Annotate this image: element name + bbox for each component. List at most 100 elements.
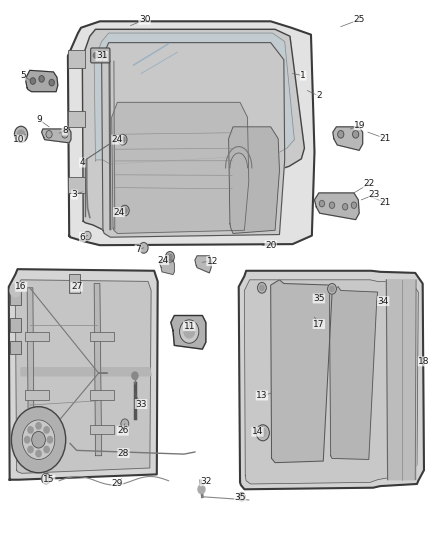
Circle shape [168, 254, 172, 260]
Circle shape [49, 79, 54, 86]
Bar [90, 390, 114, 400]
Polygon shape [229, 127, 279, 233]
Circle shape [18, 130, 25, 139]
Bar [90, 425, 114, 434]
Text: 15: 15 [43, 475, 55, 484]
FancyBboxPatch shape [91, 48, 110, 63]
Polygon shape [21, 368, 151, 376]
Bar [68, 50, 85, 68]
Circle shape [132, 372, 138, 379]
Circle shape [329, 202, 335, 208]
Polygon shape [68, 21, 314, 245]
Circle shape [330, 286, 334, 292]
Circle shape [36, 450, 41, 457]
Text: 2: 2 [316, 92, 321, 100]
Circle shape [351, 202, 357, 208]
Circle shape [139, 243, 148, 253]
Circle shape [120, 137, 125, 142]
Circle shape [28, 446, 33, 453]
Polygon shape [94, 284, 102, 456]
Text: 35: 35 [234, 493, 246, 502]
Circle shape [22, 420, 55, 459]
Polygon shape [27, 288, 34, 463]
Text: 29: 29 [112, 480, 123, 488]
Polygon shape [171, 316, 206, 349]
Text: 18: 18 [418, 357, 430, 366]
Circle shape [118, 134, 127, 145]
Text: 32: 32 [200, 477, 212, 486]
Polygon shape [15, 280, 151, 473]
Polygon shape [112, 102, 249, 233]
Bar [25, 390, 49, 400]
Circle shape [25, 437, 30, 443]
Text: 27: 27 [71, 282, 82, 291]
Text: 9: 9 [36, 116, 42, 124]
Text: 23: 23 [369, 190, 380, 199]
Bar [10, 292, 21, 305]
Bar [68, 177, 85, 193]
Polygon shape [160, 260, 174, 274]
Circle shape [238, 492, 245, 501]
Polygon shape [9, 269, 158, 480]
Polygon shape [94, 33, 294, 164]
Circle shape [198, 485, 205, 494]
Text: 33: 33 [135, 400, 147, 408]
Text: 35: 35 [313, 294, 325, 303]
Circle shape [47, 437, 53, 443]
Circle shape [62, 131, 68, 138]
Text: 24: 24 [157, 256, 169, 264]
Circle shape [328, 284, 336, 294]
Text: 16: 16 [15, 282, 27, 291]
Text: 12: 12 [207, 257, 218, 265]
Bar [90, 332, 114, 341]
Polygon shape [82, 29, 304, 229]
Polygon shape [244, 280, 418, 484]
Bar [68, 111, 85, 127]
Text: 17: 17 [313, 320, 325, 328]
Polygon shape [102, 43, 285, 237]
Text: 24: 24 [112, 135, 123, 144]
Bar [25, 332, 49, 341]
Circle shape [120, 205, 129, 216]
Text: 1: 1 [300, 71, 306, 80]
Polygon shape [42, 129, 71, 143]
Circle shape [10, 284, 21, 297]
Text: 26: 26 [117, 426, 128, 435]
Circle shape [44, 427, 49, 433]
Text: 8: 8 [62, 126, 68, 135]
Circle shape [180, 320, 199, 343]
Text: 13: 13 [256, 391, 268, 400]
Polygon shape [333, 127, 363, 150]
Circle shape [343, 204, 348, 210]
Bar [69, 274, 80, 293]
Circle shape [30, 78, 35, 84]
Text: 7: 7 [135, 245, 141, 254]
Circle shape [44, 446, 49, 453]
Bar [10, 318, 21, 332]
Circle shape [28, 427, 33, 433]
Text: 31: 31 [96, 52, 107, 60]
Circle shape [259, 429, 266, 437]
Text: 5: 5 [20, 71, 26, 80]
Polygon shape [195, 256, 211, 273]
Bar [25, 425, 49, 434]
Circle shape [36, 423, 41, 429]
Text: 4: 4 [80, 158, 85, 167]
Text: 25: 25 [353, 15, 365, 24]
Text: 21: 21 [380, 198, 391, 207]
Text: 14: 14 [252, 427, 263, 436]
Bar [10, 341, 21, 354]
Text: 11: 11 [184, 322, 195, 330]
Circle shape [319, 200, 325, 207]
Text: 30: 30 [139, 15, 150, 24]
Circle shape [260, 285, 264, 290]
Circle shape [166, 252, 174, 262]
Text: 6: 6 [79, 233, 85, 241]
Polygon shape [25, 70, 58, 92]
Circle shape [258, 282, 266, 293]
Text: 22: 22 [363, 180, 374, 188]
Polygon shape [271, 280, 333, 463]
Circle shape [184, 325, 194, 338]
Circle shape [46, 131, 52, 138]
Text: 3: 3 [71, 190, 78, 199]
